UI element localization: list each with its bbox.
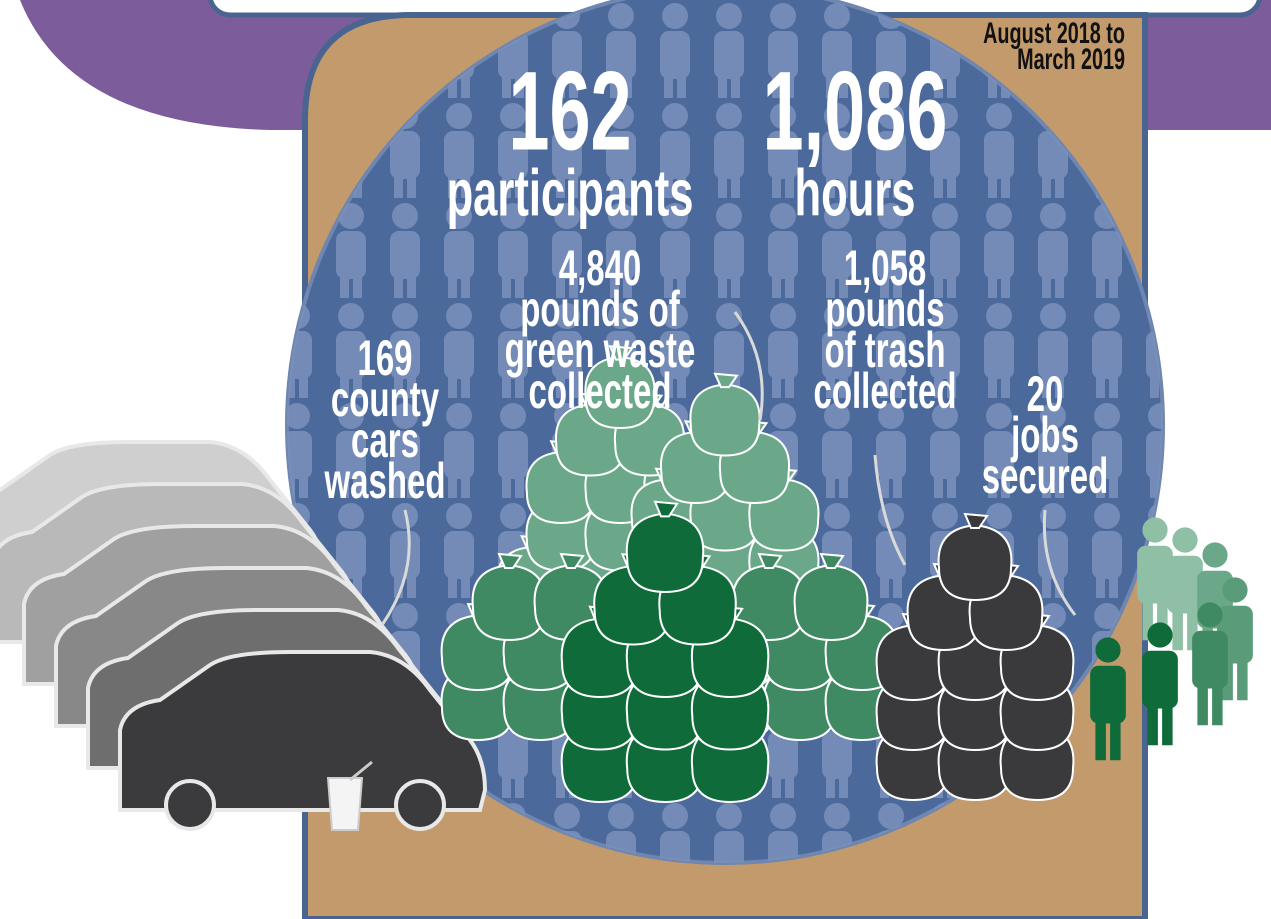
person-leg [1237,647,1248,701]
stat-text: jobs [1010,407,1079,462]
stat-text: collected [813,363,956,418]
stat-text: 162 [508,49,631,174]
stat-text: county [331,371,440,426]
car-body [118,650,488,812]
bag-knot [757,552,783,569]
stat-text: collected [528,363,671,418]
bag-knot [497,552,523,569]
illustrations [0,311,1253,831]
person-head [1202,542,1228,568]
stat-text: 1,086 [763,49,948,174]
bag-knot [963,512,989,529]
person-head [1147,622,1173,648]
stat-text: of trash [824,322,945,377]
person-leg [1162,692,1173,746]
person-leg [1197,672,1208,726]
person-leg [1110,707,1121,761]
stat-text: participants [447,155,694,229]
car [118,650,488,831]
person-leg [1095,707,1106,761]
stat-text: green waste [505,322,696,377]
person-head [1095,637,1121,663]
person-leg [1187,597,1198,651]
stat-text: cars [351,412,419,467]
person-leg [1157,587,1168,641]
stat-text: August 2018 to [983,17,1125,50]
brush [349,760,373,782]
person-head [1142,517,1168,543]
arrow [380,509,411,626]
stat-text: 4,840 [559,240,642,295]
car-wheel [394,779,446,831]
stat-text: pounds [825,281,944,336]
bag [584,356,656,430]
person-leg [1172,597,1183,651]
arrow [873,454,907,566]
bag-knot [559,552,585,569]
bag-knot [653,500,679,518]
person-head [1222,577,1248,603]
person-head [1197,602,1223,628]
person-head [1172,527,1198,553]
stat-text: 169 [357,330,412,385]
bag-knot [608,345,634,361]
bag [689,384,761,457]
stat-text: pounds of [520,281,680,336]
bag-knot [819,552,845,569]
stat-text: secured [982,448,1109,503]
stat-text: 1,058 [844,240,927,295]
person-leg [1147,692,1158,746]
person-leg [1212,672,1223,726]
arrow [1042,509,1077,616]
arrow [733,311,764,421]
bag [937,525,1013,602]
bag [793,565,869,642]
car-wheel [164,779,216,831]
stat-text: 20 [1027,366,1064,421]
stat-text: hours [795,155,916,229]
bag [625,513,705,594]
stat-text: March 2019 [1017,43,1125,76]
stat-text: washed [324,453,446,508]
bucket [326,777,364,831]
person-leg [1142,587,1153,641]
bag-knot [713,372,739,389]
